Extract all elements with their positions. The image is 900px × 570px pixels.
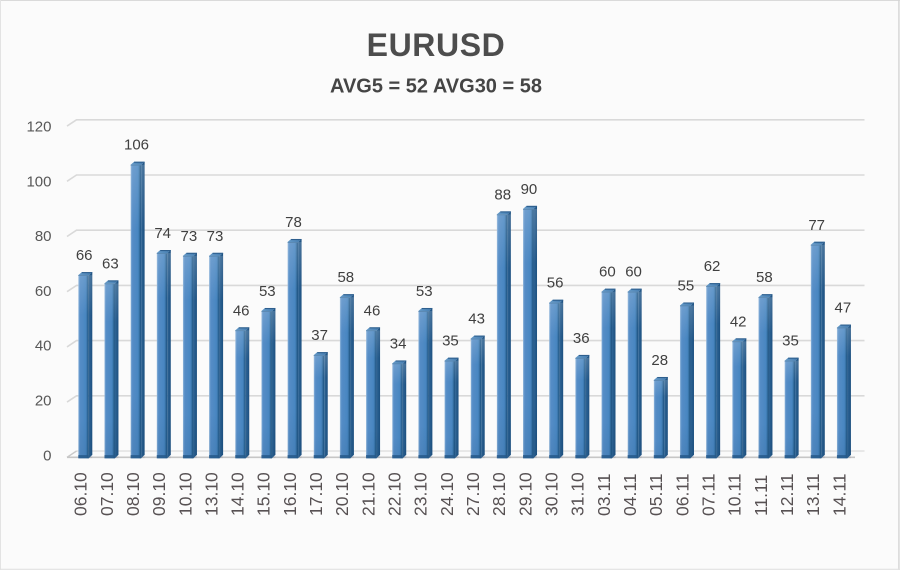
svg-text:56: 56 — [547, 275, 564, 292]
svg-text:06.11: 06.11 — [672, 474, 692, 517]
svg-text:15.10: 15.10 — [254, 472, 274, 516]
svg-text:78: 78 — [285, 214, 302, 231]
svg-text:73: 73 — [207, 228, 224, 245]
svg-text:60: 60 — [625, 264, 642, 281]
svg-text:90: 90 — [521, 181, 538, 198]
svg-text:35: 35 — [782, 333, 799, 350]
svg-text:30.10: 30.10 — [541, 472, 561, 516]
svg-text:55: 55 — [678, 278, 695, 295]
svg-text:66: 66 — [76, 247, 93, 264]
svg-text:34: 34 — [390, 335, 407, 352]
svg-text:62: 62 — [704, 258, 721, 275]
svg-text:07.11: 07.11 — [698, 474, 718, 517]
svg-text:10.11: 10.11 — [725, 474, 745, 517]
svg-text:14.11: 14.11 — [829, 474, 849, 517]
svg-text:74: 74 — [154, 225, 171, 242]
svg-text:27.10: 27.10 — [463, 472, 483, 516]
svg-text:0: 0 — [43, 447, 51, 464]
svg-text:88: 88 — [494, 186, 511, 203]
svg-text:28: 28 — [651, 352, 668, 369]
svg-text:58: 58 — [756, 269, 773, 286]
svg-text:24.10: 24.10 — [437, 472, 457, 516]
svg-text:120: 120 — [26, 119, 51, 136]
svg-text:04.11: 04.11 — [620, 474, 640, 517]
svg-text:EURUSD: EURUSD — [367, 27, 506, 63]
svg-text:36: 36 — [573, 330, 590, 347]
svg-text:22.10: 22.10 — [385, 472, 405, 516]
svg-text:42: 42 — [730, 313, 747, 330]
svg-text:13.11: 13.11 — [803, 474, 823, 517]
svg-text:80: 80 — [35, 228, 52, 245]
svg-text:AVG5 = 52 AVG30 = 58: AVG5 = 52 AVG30 = 58 — [330, 76, 542, 98]
svg-text:21.10: 21.10 — [358, 472, 378, 516]
svg-text:106: 106 — [124, 137, 149, 154]
svg-text:28.10: 28.10 — [489, 472, 509, 516]
svg-text:23.10: 23.10 — [411, 472, 431, 516]
svg-text:12.11: 12.11 — [777, 474, 797, 517]
svg-text:46: 46 — [364, 302, 381, 319]
svg-text:17.10: 17.10 — [306, 472, 326, 516]
svg-text:06.10: 06.10 — [71, 472, 91, 516]
svg-text:31.10: 31.10 — [568, 472, 588, 516]
svg-text:16.10: 16.10 — [280, 472, 300, 516]
svg-text:73: 73 — [180, 228, 197, 245]
svg-text:53: 53 — [259, 283, 276, 300]
svg-text:60: 60 — [35, 283, 52, 300]
svg-text:47: 47 — [834, 300, 851, 317]
svg-text:100: 100 — [26, 173, 51, 190]
svg-text:13.10: 13.10 — [201, 472, 221, 516]
svg-text:20.10: 20.10 — [332, 472, 352, 516]
svg-text:63: 63 — [102, 255, 119, 272]
svg-text:10.10: 10.10 — [175, 472, 195, 516]
svg-text:29.10: 29.10 — [515, 472, 535, 516]
svg-text:35: 35 — [442, 333, 459, 350]
svg-text:09.10: 09.10 — [149, 472, 169, 516]
svg-text:77: 77 — [808, 217, 825, 234]
svg-text:14.10: 14.10 — [228, 472, 248, 516]
svg-text:40: 40 — [35, 338, 52, 355]
svg-text:03.11: 03.11 — [594, 474, 614, 517]
svg-text:05.11: 05.11 — [646, 474, 666, 517]
svg-text:46: 46 — [233, 302, 250, 319]
svg-text:07.10: 07.10 — [97, 472, 117, 516]
svg-text:20: 20 — [35, 393, 52, 410]
svg-text:11.11: 11.11 — [751, 475, 771, 516]
svg-text:08.10: 08.10 — [123, 472, 143, 516]
svg-text:58: 58 — [337, 269, 354, 286]
svg-text:53: 53 — [416, 283, 433, 300]
svg-text:37: 37 — [311, 327, 328, 344]
svg-text:60: 60 — [599, 264, 616, 281]
svg-text:43: 43 — [468, 311, 485, 328]
